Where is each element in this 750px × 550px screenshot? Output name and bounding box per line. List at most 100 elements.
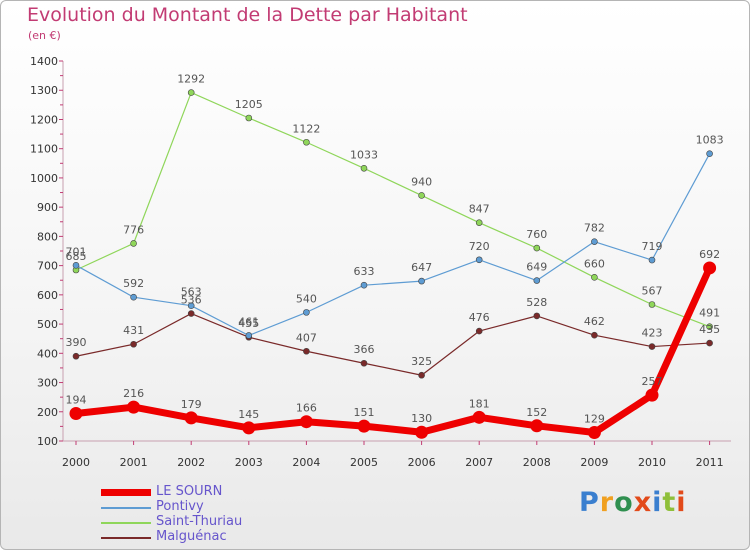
x-tick-label: 2010 [638,456,666,469]
data-label: 216 [123,387,144,400]
legend-label: Saint-Thuriau [156,514,243,529]
series-line-1 [72,264,714,437]
x-tick-label: 2006 [408,456,436,469]
data-label: 1205 [235,98,263,111]
logo-letter: r [599,487,615,518]
data-label: 179 [181,398,202,411]
data-point [303,309,310,316]
series-points [69,89,717,440]
logo-letter: t [662,487,677,518]
data-label: 129 [584,413,605,426]
data-label: 1292 [177,73,205,86]
data-point [418,277,425,285]
data-point [418,192,425,199]
data-point [533,312,541,320]
data-label: 649 [526,261,547,274]
x-tick-label: 2003 [235,456,263,469]
data-label: 567 [642,284,663,297]
data-label: 647 [411,261,432,274]
x-tick-label: 2009 [580,456,608,469]
data-label: 592 [123,277,144,290]
logo-letter: x [633,487,653,518]
y-tick-label: 200 [37,406,58,419]
series-line-3 [75,91,711,328]
y-tick-label: 500 [37,318,58,331]
x-tick-label: 2008 [523,456,551,469]
legend-swatch [101,489,151,496]
data-label: 152 [526,406,547,419]
data-point [360,281,368,289]
data-label: 940 [411,175,432,188]
x-tick-label: 2001 [120,456,148,469]
chart-axes: 100 200 300 400 500 600 700 800 900 1000 1100 1200 1… [30,55,731,469]
data-point [127,400,141,414]
data-point [648,301,656,308]
y-tick-label: 400 [37,347,58,360]
legend-swatch [101,522,151,524]
data-point [645,388,659,402]
y-tick-label: 700 [37,260,58,273]
data-point [299,415,313,429]
logo-letter: i [652,487,663,518]
series-lines [72,91,714,437]
legend-swatch [101,507,151,509]
data-point [187,302,195,309]
data-label: 423 [642,327,663,340]
y-tick-label: 1200 [30,113,58,126]
data-label: 1033 [350,148,378,161]
data-label: 461 [238,315,259,328]
y-tick-label: 100 [37,435,58,448]
data-point [706,339,713,347]
data-label: 776 [123,223,144,236]
data-label: 701 [66,245,87,258]
legend-label: Malguénac [156,529,227,544]
data-point [303,347,310,355]
data-labels: 194 216 179 145 166 151 130 181 152 129 257 692 701 5… [66,73,724,426]
data-label: 257 [642,375,663,388]
data-point [648,343,656,350]
data-point [303,138,310,146]
data-label: 760 [526,228,547,241]
y-tick-label: 800 [37,230,58,243]
data-label: 130 [411,412,432,425]
data-label: 181 [469,397,490,410]
data-point [72,262,80,269]
data-point [703,261,717,275]
data-point [357,419,371,433]
data-point [72,352,80,360]
data-label: 407 [296,331,317,344]
data-point [587,426,601,440]
y-tick-label: 900 [37,201,58,214]
data-label: 685 [66,250,87,263]
data-point [533,277,541,284]
data-label: 719 [642,240,663,253]
data-point [360,164,368,172]
data-point [591,274,598,281]
data-point [245,332,253,339]
data-label: 563 [181,286,202,299]
data-point [130,240,137,247]
data-point [130,340,137,348]
data-point [475,256,483,264]
x-tick-label: 2002 [177,456,205,469]
data-label: 166 [296,402,317,415]
data-point [418,371,425,379]
data-label: 325 [411,355,432,368]
logo-letter: o [614,487,634,518]
data-point [591,331,598,339]
x-tick-label: 2011 [696,456,724,469]
data-label: 476 [469,311,490,324]
x-tick-label: 2000 [62,456,90,469]
data-point [184,411,198,425]
data-point [187,310,195,317]
x-tick-label: 2004 [292,456,320,469]
data-label: 366 [354,343,375,356]
x-tick-label: 2007 [465,456,493,469]
legend-swatch [101,537,151,539]
data-point [706,323,713,331]
data-label: 194 [66,394,87,407]
data-label: 692 [699,248,720,261]
data-point [648,256,656,264]
